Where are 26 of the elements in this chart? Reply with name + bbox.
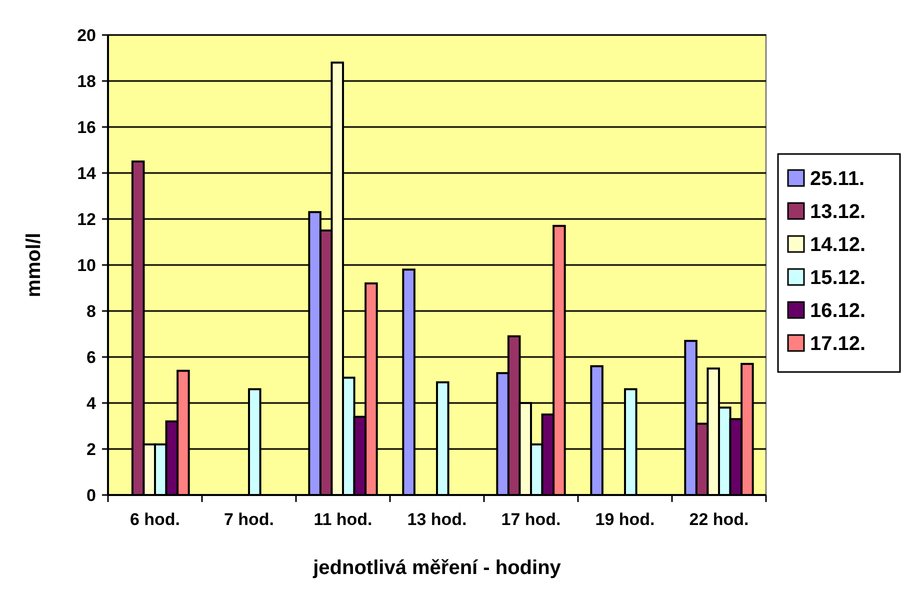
y-tick-label: 0: [86, 486, 96, 505]
y-tick-label: 10: [77, 256, 96, 275]
legend-label: 13.12.: [810, 201, 866, 223]
y-tick-label: 16: [77, 118, 96, 137]
y-tick-label: 20: [77, 26, 96, 45]
x-tick-label: 19 hod.: [595, 510, 655, 529]
y-axis-title: mmol/l: [23, 232, 45, 298]
y-tick-label: 4: [86, 394, 97, 413]
y-tick-label: 14: [77, 164, 97, 183]
x-tick-label: 11 hod.: [314, 510, 372, 529]
legend-label: 16.12.: [810, 300, 866, 322]
y-tick-label: 6: [86, 348, 96, 367]
legend-label: 25.11.: [810, 168, 865, 190]
x-tick-label: 17 hod.: [501, 510, 561, 529]
x-axis-title: jednotlivá měření - hodiny: [312, 557, 562, 579]
y-tick-label: 12: [77, 210, 96, 229]
y-tick-label: 2: [86, 440, 96, 459]
x-tick-label: 7 hod.: [224, 510, 274, 529]
legend-label: 14.12.: [810, 234, 866, 256]
legend-label: 15.12.: [810, 267, 866, 289]
y-tick-label: 18: [77, 72, 96, 91]
x-tick-label: 13 hod.: [407, 510, 467, 529]
x-tick-label: 6 hod.: [130, 510, 180, 529]
x-tick-label: 22 hod.: [689, 510, 749, 529]
legend-label: 17.12.: [810, 333, 866, 355]
y-tick-label: 8: [86, 302, 96, 321]
